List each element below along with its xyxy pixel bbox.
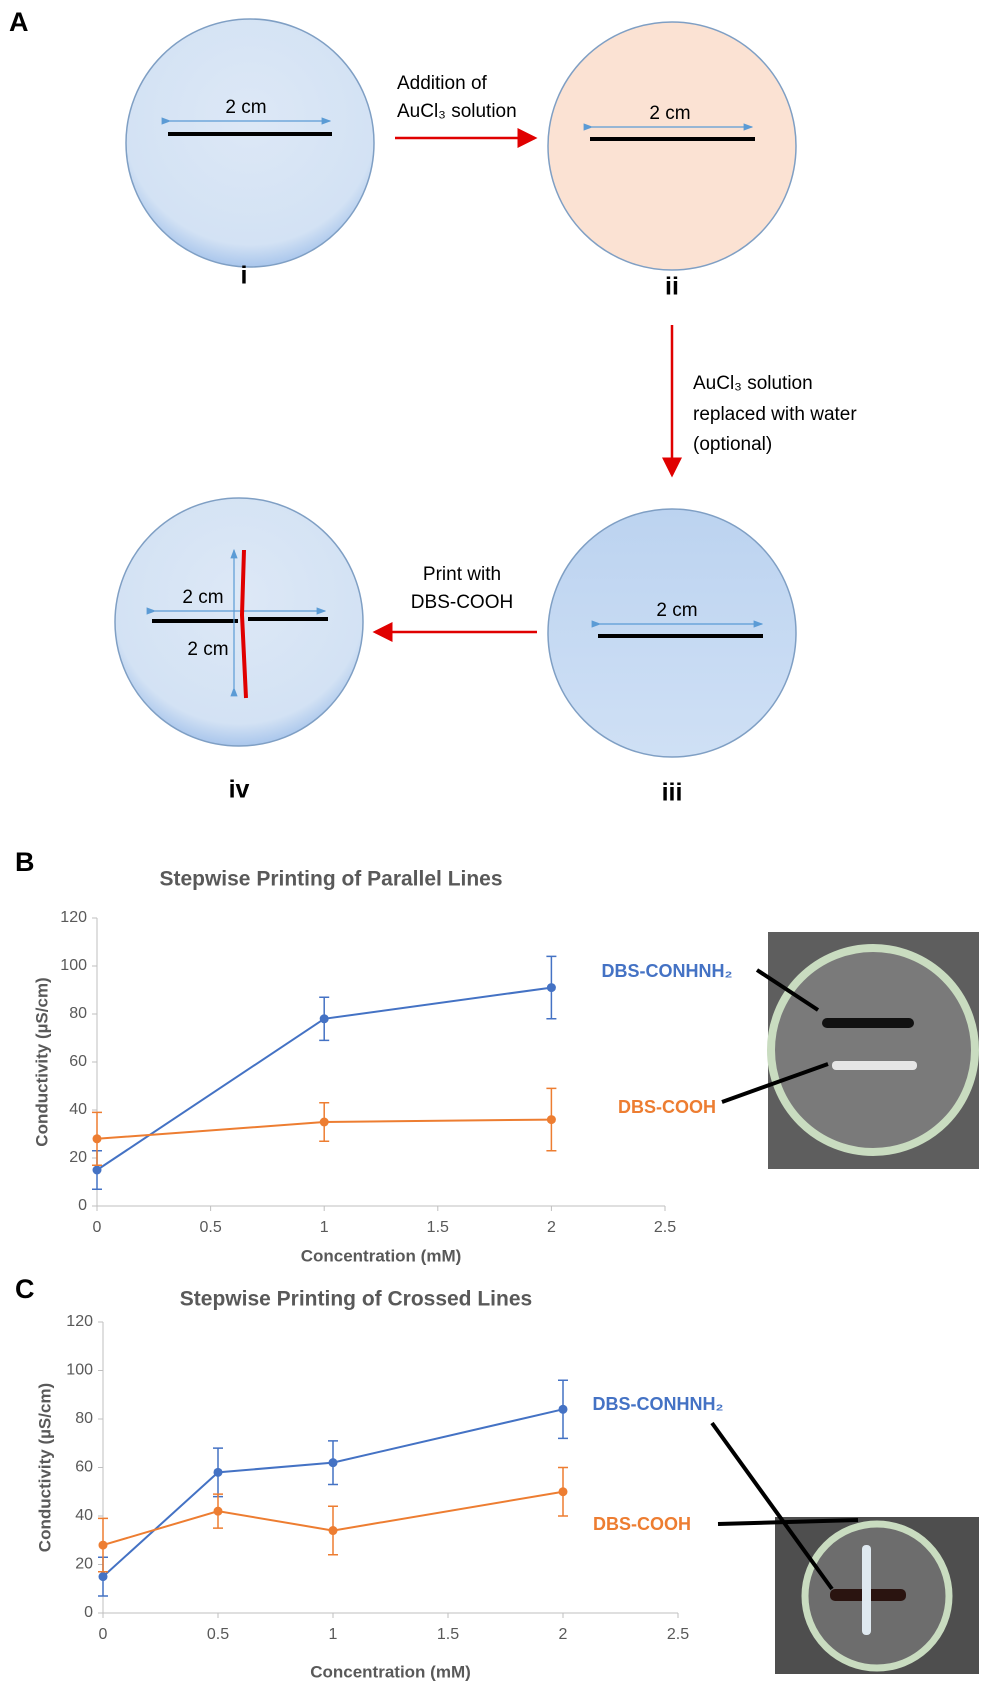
y-tick-label: 0	[78, 1197, 87, 1214]
photo-inset	[767, 932, 979, 1169]
x-tick-label: 2.5	[667, 1626, 689, 1643]
pointer-arrow	[755, 968, 820, 1012]
series-label: DBS-COOH	[593, 1514, 691, 1534]
x-tick-label: 0	[93, 1219, 102, 1236]
step-text: Print with	[423, 564, 501, 585]
y-tick-label: 40	[69, 1101, 87, 1118]
printed-line	[239, 549, 248, 699]
x-tick-label: 1.5	[427, 1219, 449, 1236]
y-tick-label: 120	[66, 1313, 93, 1330]
y-tick-label: 100	[60, 957, 87, 974]
data-point	[328, 1458, 338, 1468]
y-tick-label: 60	[69, 1053, 87, 1070]
y-tick-label: 40	[75, 1507, 93, 1524]
x-tick-label: 2	[559, 1626, 568, 1643]
data-point	[319, 1117, 329, 1127]
pointer-arrow	[717, 1518, 859, 1526]
pointer-arrow	[721, 1062, 829, 1104]
data-point	[319, 1014, 329, 1024]
y-tick-label: 120	[60, 909, 87, 926]
x-axis-label: Concentration (mM)	[310, 1662, 471, 1681]
length-label: 2 cm	[656, 600, 697, 621]
chart-title: Stepwise Printing of Crossed Lines	[180, 1288, 532, 1311]
y-tick-label: 20	[69, 1149, 87, 1166]
y-tick-label: 80	[75, 1410, 93, 1427]
series-label: DBS-COOH	[618, 1097, 716, 1117]
dish-label: iii	[662, 779, 683, 807]
data-point	[558, 1404, 568, 1414]
step-text: replaced with water	[693, 404, 857, 425]
x-tick-label: 2.5	[654, 1219, 676, 1236]
series-line	[102, 1408, 564, 1578]
x-tick-label: 0.5	[207, 1626, 229, 1643]
step-text: (optional)	[693, 434, 772, 455]
data-point	[92, 1134, 102, 1144]
dish-label: ii	[665, 273, 679, 301]
x-tick-label: 0	[99, 1626, 108, 1643]
data-point	[213, 1467, 223, 1477]
panel-label: C	[15, 1274, 35, 1304]
step-text: AuCl₃ solution	[693, 373, 813, 394]
length-label: 2 cm	[182, 587, 223, 608]
data-point	[558, 1487, 568, 1497]
x-tick-label: 1	[320, 1219, 329, 1236]
length-label: 2 cm	[187, 639, 228, 660]
step-text: Addition of	[397, 73, 488, 94]
dish	[547, 21, 797, 271]
series-label: DBS-CONHNH₂	[593, 1394, 724, 1414]
dish	[114, 497, 364, 747]
chart-title: Stepwise Printing of Parallel Lines	[159, 868, 502, 891]
dish	[125, 18, 375, 268]
x-tick-label: 1.5	[437, 1626, 459, 1643]
y-tick-label: 20	[75, 1556, 93, 1573]
x-tick-label: 2	[547, 1219, 556, 1236]
y-tick-label: 100	[66, 1362, 93, 1379]
dish-label: iv	[229, 776, 250, 804]
y-axis-label: Conductivity (µS/cm)	[32, 977, 51, 1146]
data-point	[546, 1115, 556, 1125]
data-point	[328, 1526, 338, 1536]
data-point	[546, 983, 556, 993]
panel-label: B	[15, 847, 35, 877]
data-point	[98, 1540, 108, 1550]
pointer-arrow	[710, 1421, 834, 1591]
data-point	[92, 1165, 102, 1175]
length-label: 2 cm	[649, 103, 690, 124]
x-tick-label: 0.5	[199, 1219, 221, 1236]
data-point	[213, 1506, 223, 1516]
dish-label: i	[241, 262, 248, 290]
step-text: DBS-COOH	[411, 592, 513, 613]
dish	[547, 508, 797, 758]
series-line	[102, 1490, 564, 1547]
y-tick-label: 0	[84, 1604, 93, 1621]
photo-inset	[775, 1517, 979, 1674]
x-tick-label: 1	[329, 1626, 338, 1643]
data-point	[98, 1572, 108, 1582]
y-tick-label: 60	[75, 1459, 93, 1476]
y-tick-label: 80	[69, 1005, 87, 1022]
step-text: AuCl₃ solution	[397, 101, 517, 122]
length-label: 2 cm	[225, 97, 266, 118]
series-label: DBS-CONHNH₂	[602, 961, 733, 981]
x-axis-label: Concentration (mM)	[301, 1246, 462, 1265]
panel-label: A	[9, 7, 29, 37]
y-axis-label: Conductivity (µS/cm)	[35, 1383, 54, 1552]
